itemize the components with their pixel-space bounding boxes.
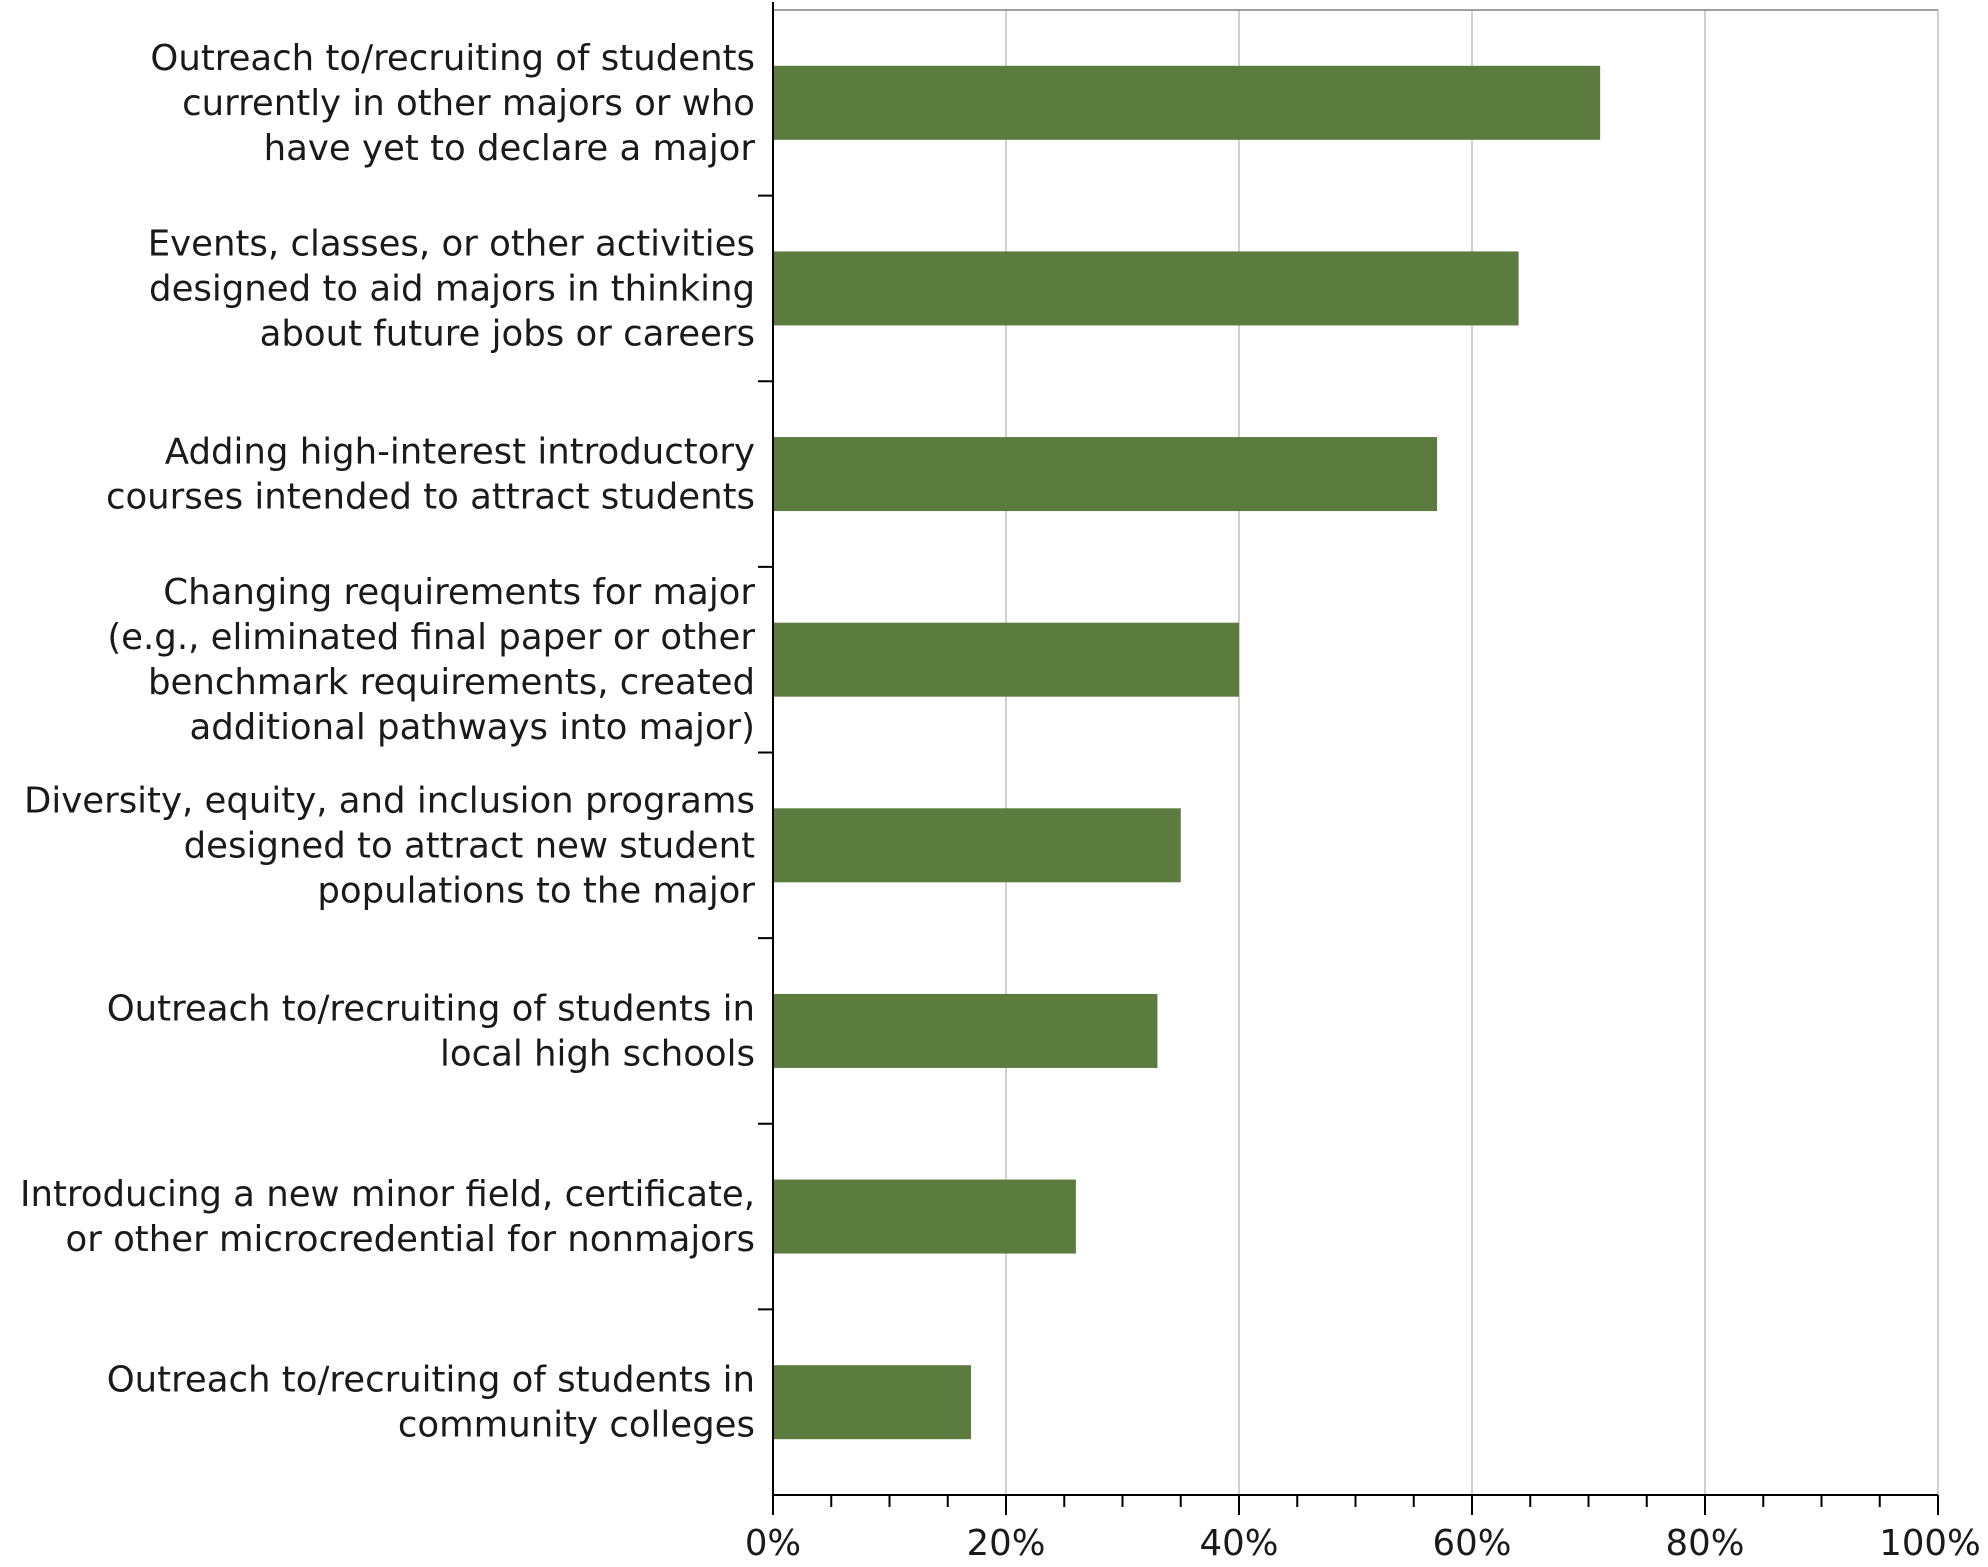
axes [758, 2, 1939, 1515]
category-label-1-line-0: Events, classes, or other activities [148, 223, 755, 264]
category-label-3: Changing requirements for major (e.g., el… [107, 572, 755, 748]
category-label-1-line-2: about future jobs or careers [260, 313, 755, 354]
category-label-0-line-2: have yet to declare a major [264, 128, 756, 169]
x-tick-label-4: 80% [1666, 1523, 1745, 1564]
bar-3 [773, 622, 1239, 697]
category-label-5-line-1: local high schools [440, 1033, 755, 1074]
category-label-3-line-0: Changing requirements for major [163, 572, 755, 613]
bar-1 [773, 251, 1519, 326]
category-label-0: Outreach to/recruiting of students curren… [150, 38, 755, 169]
category-label-2-line-0: Adding high-interest introductory [165, 432, 755, 473]
x-tick-label-0: 0% [745, 1523, 801, 1564]
category-label-4-line-2: populations to the major [317, 870, 755, 911]
bar-0 [773, 65, 1601, 140]
category-labels: Outreach to/recruiting of students curren… [20, 38, 755, 1446]
category-label-3-line-3: additional pathways into major) [189, 707, 755, 748]
x-tick-label-3: 60% [1433, 1523, 1512, 1564]
category-label-2: Adding high-interest introductory courses… [106, 432, 755, 518]
bar-5 [773, 993, 1158, 1068]
category-label-7: Outreach to/recruiting of students in com… [107, 1360, 755, 1446]
category-label-4-line-1: designed to attract new student [184, 825, 755, 866]
category-label-7-line-1: community colleges [398, 1405, 755, 1446]
category-label-6: Introducing a new minor field, certifica… [20, 1174, 755, 1260]
category-label-0-line-0: Outreach to/recruiting of students [150, 38, 755, 79]
x-tick-label-1: 20% [967, 1523, 1046, 1564]
category-label-3-line-2: benchmark requirements, created [148, 662, 755, 703]
category-label-6-line-1: or other microcredential for nonmajors [65, 1219, 755, 1260]
category-label-1-line-1: designed to aid majors in thinking [149, 268, 755, 309]
category-label-0-line-1: currently in other majors or who [182, 83, 755, 124]
category-label-5-line-0: Outreach to/recruiting of students in [107, 988, 755, 1029]
category-label-7-line-0: Outreach to/recruiting of students in [107, 1360, 755, 1401]
category-label-4-line-0: Diversity, equity, and inclusion program… [24, 780, 755, 821]
x-tick-label-2: 40% [1200, 1523, 1279, 1564]
bars [773, 65, 1601, 1440]
category-label-6-line-0: Introducing a new minor field, certifica… [20, 1174, 755, 1215]
bar-6 [773, 1179, 1076, 1254]
gridlines [773, 9, 1939, 1495]
tick-labels: 0% 20% 40% 60% 80% 100% [745, 1523, 1981, 1564]
category-label-1: Events, classes, or other activities desi… [148, 223, 755, 354]
category-label-4: Diversity, equity, and inclusion program… [24, 780, 755, 911]
bar-4 [773, 808, 1181, 883]
category-label-3-line-1: (e.g., eliminated final paper or other [107, 617, 755, 658]
bar-7 [773, 1365, 972, 1440]
category-label-2-line-1: courses intended to attract students [106, 477, 755, 518]
category-label-5: Outreach to/recruiting of students in loc… [107, 988, 755, 1074]
x-tick-label-5: 100% [1879, 1523, 1981, 1564]
bar-2 [773, 437, 1438, 512]
